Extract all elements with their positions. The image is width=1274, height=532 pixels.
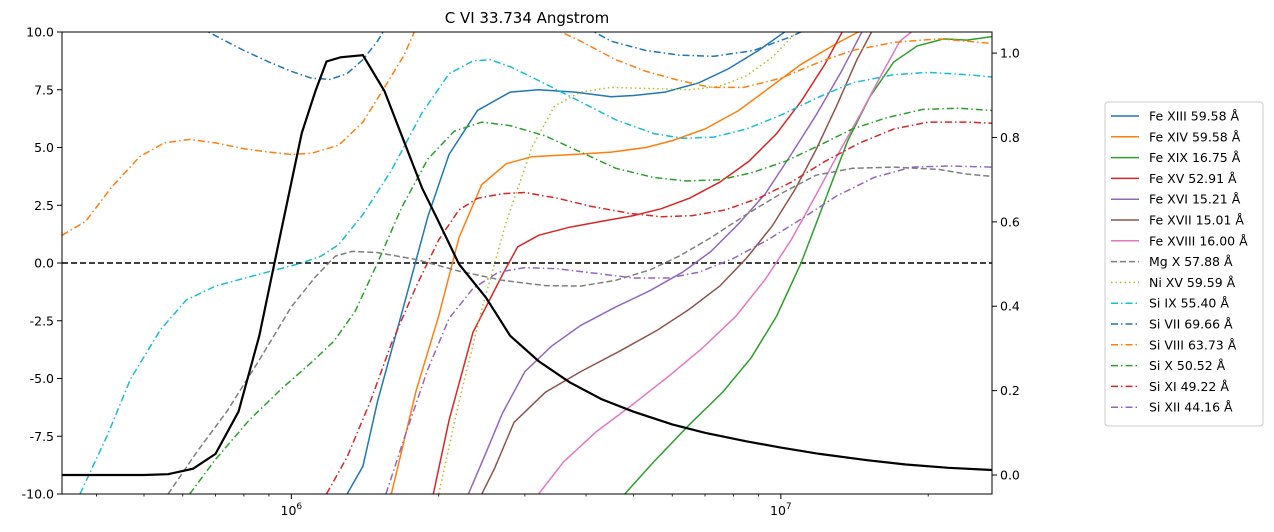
y-left-tick-label-6: 5.0 <box>34 140 54 155</box>
y-right-tick-label-3: 0.6 <box>1000 214 1020 229</box>
legend-label-11: Si VIII 63.73 Å <box>1149 337 1237 352</box>
x-tick-label-0: 106 <box>281 502 303 518</box>
y-left-tick-label-1: -7.5 <box>30 429 54 444</box>
series-line-13 <box>325 121 992 494</box>
y-left-tick-label-2: -5.0 <box>30 371 54 386</box>
legend-label-0: Fe XIII 59.58 Å <box>1149 109 1240 124</box>
y-left-tick-label-0: -10.0 <box>22 487 54 502</box>
series-line-6 <box>538 32 913 494</box>
series-line-11 <box>62 32 992 236</box>
series-line-7 <box>167 166 992 494</box>
series-line-9 <box>79 58 992 494</box>
y-right-tick-label-0: 0.0 <box>1000 468 1020 483</box>
y-right-tick-label-2: 0.4 <box>1000 299 1020 314</box>
x-tick-label-1: 107 <box>770 502 792 518</box>
legend-label-10: Si VII 69.66 Å <box>1149 317 1233 332</box>
series-line-3 <box>432 32 843 494</box>
legend-label-8: Ni XV 59.59 Å <box>1149 275 1236 290</box>
contribution-function-line <box>62 54 992 477</box>
legend-frame <box>1104 101 1264 427</box>
legend-label-14: Si XII 44.16 Å <box>1149 400 1233 415</box>
series-line-1 <box>390 32 860 494</box>
chart-title: C VI 33.734 Angstrom <box>445 9 610 27</box>
y-left-tick-label-7: 7.5 <box>34 82 54 97</box>
y-left-tick-label-8: 10.0 <box>26 25 54 40</box>
series-line-8 <box>437 32 798 494</box>
series-layer <box>62 32 992 494</box>
y-left-tick-label-5: 2.5 <box>34 198 54 213</box>
series-line-12 <box>189 107 992 494</box>
series-line-4 <box>467 32 863 494</box>
legend-label-4: Fe XVI 15.21 Å <box>1149 192 1241 207</box>
legend-label-12: Si X 50.52 Å <box>1149 358 1226 373</box>
legend-label-13: Si XI 49.22 Å <box>1149 379 1229 394</box>
axes-layer: 106 107 -10.0 -7.5 -5.0 -2.5 0.0 2.5 5.0 7.5 10.0 0… <box>22 25 1020 519</box>
series-line-2 <box>624 35 992 494</box>
series-line-5 <box>481 32 873 494</box>
series-line-14 <box>385 165 992 494</box>
legend-label-2: Fe XIX 16.75 Å <box>1149 150 1241 165</box>
legend-label-5: Fe XVII 15.01 Å <box>1149 213 1244 228</box>
legend-label-3: Fe XV 52.91 Å <box>1149 171 1237 186</box>
legend: Fe XIII 59.58 Å Fe XIV 59.58 Å Fe XIX 16.7… <box>1104 101 1264 427</box>
legend-label-6: Fe XVIII 16.00 Å <box>1149 233 1248 248</box>
y-right-tick-label-1: 0.2 <box>1000 383 1020 398</box>
y-left-tick-label-4: 0.0 <box>34 256 54 271</box>
legend-label-9: Si IX 55.40 Å <box>1149 296 1229 311</box>
legend-label-1: Fe XIV 59.58 Å <box>1149 129 1241 144</box>
series-line-0 <box>346 32 786 494</box>
y-right-tick-label-5: 1.0 <box>1000 46 1020 61</box>
y-right-tick-label-4: 0.8 <box>1000 130 1020 145</box>
series-line-10 <box>206 32 803 81</box>
y-left-tick-label-3: -2.5 <box>30 313 54 328</box>
legend-label-7: Mg X 57.88 Å <box>1149 254 1233 269</box>
